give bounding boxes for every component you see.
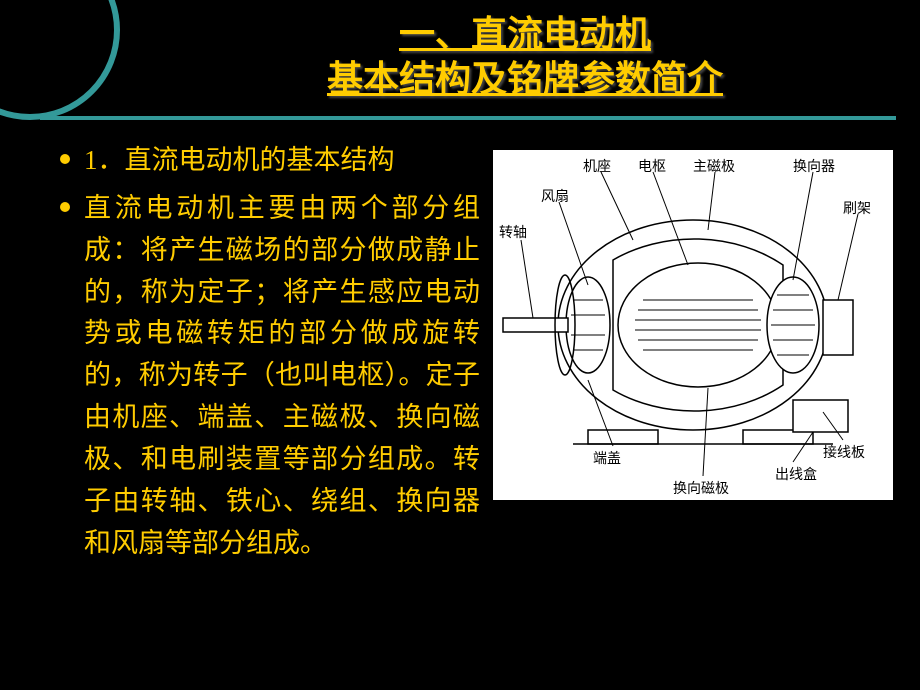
text-column: 1．直流电动机的基本结构 直流电动机主要由两个部分组成：将产生磁场的部分做成静止… <box>60 140 480 570</box>
slide-title: 一、直流电动机 基本结构及铭牌参数简介 <box>170 12 880 102</box>
title-line-1: 一、直流电动机 <box>399 14 651 54</box>
decorative-corner-arc <box>0 0 120 120</box>
label-chuxianhe: 出线盒 <box>775 464 817 484</box>
bullet-dot-icon <box>60 202 70 212</box>
bullet-dot-icon <box>60 154 70 164</box>
bullet-text: 1．直流电动机的基本结构 <box>84 140 480 182</box>
bullet-item: 直流电动机主要由两个部分组成：将产生磁场的部分做成静止的，称为定子；将产生感应电… <box>60 188 480 565</box>
title-line-2: 基本结构及铭牌参数简介 <box>327 59 723 99</box>
label-duangai: 端盖 <box>593 448 621 468</box>
figure-column: 机座 电枢 主磁极 换向器 风扇 刷架 转轴 端盖 接线板 出线盒 换向磁极 <box>480 140 896 500</box>
bullet-item: 1．直流电动机的基本结构 <box>60 140 480 182</box>
motor-cutaway-figure: 机座 电枢 主磁极 换向器 风扇 刷架 转轴 端盖 接线板 出线盒 换向磁极 <box>493 150 893 500</box>
label-jiexianban: 接线板 <box>823 442 865 462</box>
label-zhuciji: 主磁极 <box>693 156 735 176</box>
label-shuajia: 刷架 <box>843 198 871 218</box>
label-zhuanzhou: 转轴 <box>499 222 527 242</box>
label-huanxiangqi: 换向器 <box>793 156 835 176</box>
label-huanxiangciji: 换向磁极 <box>673 478 729 498</box>
content-area: 1．直流电动机的基本结构 直流电动机主要由两个部分组成：将产生磁场的部分做成静止… <box>60 140 896 670</box>
slide: 一、直流电动机 基本结构及铭牌参数简介 1．直流电动机的基本结构 直流电动机主要… <box>0 0 920 690</box>
label-dianqu: 电枢 <box>638 156 666 176</box>
bullet-text: 直流电动机主要由两个部分组成：将产生磁场的部分做成静止的，称为定子；将产生感应电… <box>84 188 480 565</box>
title-underline-rule <box>40 116 896 120</box>
label-fengshan: 风扇 <box>541 186 569 206</box>
label-jizuo: 机座 <box>583 156 611 176</box>
